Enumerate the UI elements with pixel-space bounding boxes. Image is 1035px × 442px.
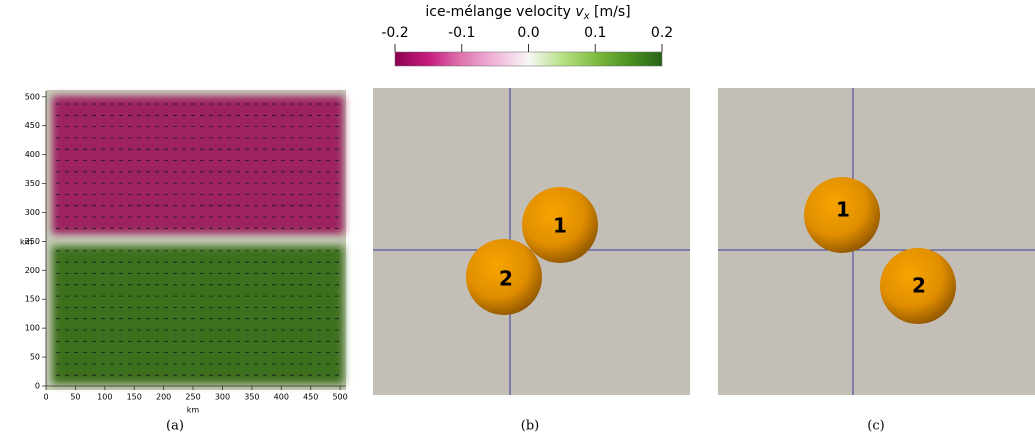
sphere-label: 2	[912, 274, 926, 298]
y-tick-label: 350	[25, 179, 40, 188]
x-tick-label: 0	[43, 393, 48, 402]
y-axis-label: km	[20, 238, 33, 247]
panel-c: 1 2	[718, 88, 1035, 395]
y-tick-label: 100	[25, 324, 40, 333]
colorbar	[395, 52, 662, 66]
y-tick-label: 500	[25, 92, 40, 101]
x-tick-label: 50	[70, 393, 80, 402]
colorbar-tick-label: -0.2	[381, 25, 408, 41]
caption: (c)	[867, 419, 884, 434]
x-tick-label: 150	[127, 393, 142, 402]
colorbar-tick-label: -0.1	[448, 25, 475, 41]
x-tick-label: 500	[332, 393, 347, 402]
caption: (b)	[521, 419, 539, 434]
x-tick-label: 250	[185, 393, 200, 402]
sphere-label: 2	[499, 267, 513, 291]
x-axis-label: km	[187, 406, 200, 415]
y-tick-label: 400	[25, 150, 40, 159]
x-tick-label: 400	[274, 393, 289, 402]
sphere-label: 1	[836, 198, 850, 222]
colorbar-tick-label: 0.1	[584, 25, 606, 41]
x-tick-label: 350	[244, 393, 259, 402]
x-tick-label: 450	[303, 393, 318, 402]
caption: (a)	[166, 419, 184, 434]
y-tick-label: 300	[25, 208, 40, 217]
y-tick-label: 200	[25, 266, 40, 275]
colorbar-tick-label: 0.2	[651, 25, 673, 41]
x-tick-label: 300	[215, 393, 230, 402]
y-tick-label: 150	[25, 295, 40, 304]
colorbar-title: ice-mélange velocity vx [m/s]	[425, 4, 630, 22]
sphere-label: 1	[553, 214, 567, 238]
y-tick-label: 50	[30, 353, 40, 362]
y-tick-label: 0	[35, 382, 40, 391]
colorbar-tick-label: 0.0	[517, 25, 539, 41]
y-tick-label: 450	[25, 121, 40, 130]
x-tick-label: 200	[156, 393, 171, 402]
panel-b: 1 2	[373, 88, 690, 395]
figure: ice-mélange velocity vx [m/s] -0.2 -0.1 0.…	[0, 0, 1035, 438]
x-tick-label: 100	[97, 393, 112, 402]
